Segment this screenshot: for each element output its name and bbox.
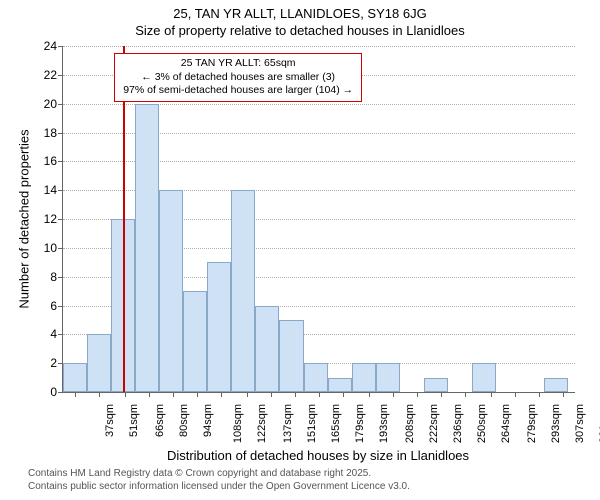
xtick-label: 264sqm xyxy=(496,404,512,443)
footer-line-2: Contains public sector information licen… xyxy=(28,481,600,494)
histogram-bar xyxy=(183,291,207,392)
ytick-label: 10 xyxy=(44,241,63,255)
xtick-label: 222sqm xyxy=(424,404,440,443)
xtick-mark xyxy=(99,392,100,397)
xtick-label: 279sqm xyxy=(522,404,538,443)
chart-title-address: 25, TAN YR ALLT, LLANIDLOES, SY18 6JG xyxy=(0,6,600,23)
plot-area: 02468101214161820222437sqm51sqm66sqm80sq… xyxy=(62,46,575,393)
ytick-label: 14 xyxy=(44,183,63,197)
xtick-label: 51sqm xyxy=(124,404,140,437)
xtick-label: 321sqm xyxy=(594,404,600,443)
histogram-chart: 25, TAN YR ALLT, LLANIDLOES, SY18 6JG Si… xyxy=(0,0,600,500)
histogram-bar xyxy=(304,363,328,392)
histogram-bar xyxy=(63,363,87,392)
xtick-mark xyxy=(271,392,272,397)
ytick-label: 0 xyxy=(50,385,63,399)
histogram-bar xyxy=(376,363,400,392)
chart-footer: Contains HM Land Registry data © Crown c… xyxy=(0,468,600,493)
xtick-mark xyxy=(343,392,344,397)
footer-line-1: Contains HM Land Registry data © Crown c… xyxy=(28,468,600,481)
histogram-bar xyxy=(352,363,376,392)
ytick-label: 12 xyxy=(44,212,63,226)
xtick-label: 80sqm xyxy=(174,404,190,437)
histogram-bar xyxy=(87,334,111,392)
ytick-label: 18 xyxy=(44,126,63,140)
histogram-bar xyxy=(207,262,231,392)
xtick-label: 122sqm xyxy=(252,404,268,443)
chart-titles: 25, TAN YR ALLT, LLANIDLOES, SY18 6JG Si… xyxy=(0,6,600,40)
xtick-mark xyxy=(417,392,418,397)
ytick-label: 16 xyxy=(44,154,63,168)
xtick-mark xyxy=(441,392,442,397)
xtick-label: 94sqm xyxy=(198,404,214,437)
ytick-label: 6 xyxy=(50,299,63,313)
y-axis-label: Number of detached properties xyxy=(16,129,31,308)
xtick-mark xyxy=(515,392,516,397)
xtick-mark xyxy=(491,392,492,397)
x-axis-label: Distribution of detached houses by size … xyxy=(62,448,574,463)
ytick-label: 8 xyxy=(50,270,63,284)
xtick-mark xyxy=(149,392,150,397)
annotation-line1: 25 TAN YR ALLT: 65sqm xyxy=(123,57,353,71)
histogram-bar xyxy=(328,378,352,392)
ytick-label: 4 xyxy=(50,327,63,341)
histogram-bar xyxy=(424,378,448,392)
xtick-label: 151sqm xyxy=(302,404,318,443)
gridline-h xyxy=(63,46,575,47)
histogram-bar xyxy=(135,104,159,392)
xtick-mark xyxy=(173,392,174,397)
xtick-mark xyxy=(125,392,126,397)
histogram-bar xyxy=(159,190,183,392)
xtick-label: 293sqm xyxy=(546,404,562,443)
xtick-label: 208sqm xyxy=(400,404,416,443)
xtick-label: 165sqm xyxy=(326,404,342,443)
xtick-mark xyxy=(319,392,320,397)
xtick-mark xyxy=(369,392,370,397)
chart-title-subtitle: Size of property relative to detached ho… xyxy=(0,23,600,40)
ytick-label: 22 xyxy=(44,68,63,82)
xtick-mark xyxy=(563,392,564,397)
xtick-label: 193sqm xyxy=(374,404,390,443)
xtick-label: 108sqm xyxy=(228,404,244,443)
xtick-mark xyxy=(197,392,198,397)
xtick-mark xyxy=(295,392,296,397)
histogram-bar xyxy=(279,320,303,392)
xtick-label: 37sqm xyxy=(100,404,116,437)
xtick-mark xyxy=(75,392,76,397)
ytick-label: 24 xyxy=(44,39,63,53)
xtick-label: 250sqm xyxy=(472,404,488,443)
xtick-mark xyxy=(465,392,466,397)
ytick-label: 2 xyxy=(50,356,63,370)
xtick-mark xyxy=(393,392,394,397)
xtick-mark xyxy=(221,392,222,397)
ytick-label: 20 xyxy=(44,97,63,111)
xtick-label: 66sqm xyxy=(150,404,166,437)
xtick-label: 179sqm xyxy=(350,404,366,443)
xtick-label: 236sqm xyxy=(448,404,464,443)
xtick-mark xyxy=(539,392,540,397)
histogram-bar xyxy=(544,378,568,392)
annotation-line2: ← 3% of detached houses are smaller (3) xyxy=(123,71,353,85)
histogram-bar xyxy=(231,190,255,392)
annotation-line3: 97% of semi-detached houses are larger (… xyxy=(123,84,353,98)
histogram-bar xyxy=(472,363,496,392)
annotation-box: 25 TAN YR ALLT: 65sqm← 3% of detached ho… xyxy=(114,53,362,102)
xtick-label: 137sqm xyxy=(278,404,294,443)
xtick-label: 307sqm xyxy=(570,404,586,443)
histogram-bar xyxy=(255,306,279,393)
xtick-mark xyxy=(247,392,248,397)
